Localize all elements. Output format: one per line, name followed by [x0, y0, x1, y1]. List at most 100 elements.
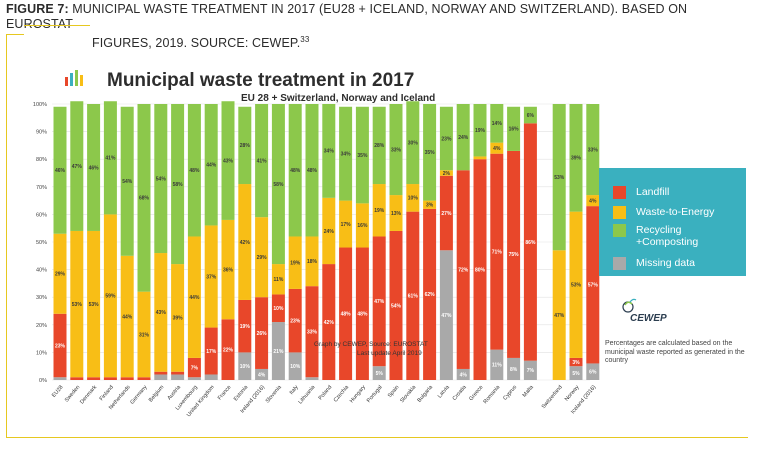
- legend-label-landfill: Landfill: [636, 186, 670, 198]
- footnote-ref: 33: [300, 35, 310, 44]
- y-tick-label: 70%: [36, 185, 47, 191]
- data-label-landfill: 26%: [257, 331, 268, 337]
- data-label-landfill: 27%: [441, 211, 452, 217]
- data-label-missing: 4%: [258, 372, 266, 378]
- data-label-wte: 44%: [189, 295, 200, 301]
- x-tick-label: Finland: [99, 384, 115, 402]
- bar-segment-missing: [187, 377, 201, 380]
- bar-segment-recycling: [87, 104, 101, 231]
- data-label-recycling: 23%: [441, 136, 452, 142]
- data-label-recycling: 41%: [257, 158, 268, 164]
- bar-segment-landfill: [389, 230, 403, 380]
- data-label-wte: 4%: [589, 198, 597, 204]
- data-label-wte: 11%: [274, 277, 284, 283]
- legend-item-wte: Waste-to-Energy: [613, 206, 714, 220]
- data-label-wte: 37%: [206, 274, 217, 280]
- data-label-landfill: 42%: [324, 320, 335, 326]
- x-tick-label: Portugal: [366, 384, 384, 404]
- logo-text: CEWEP: [630, 313, 667, 324]
- legend-swatch-landfill: [613, 186, 626, 199]
- bar-segment-landfill: [439, 175, 453, 251]
- bar-segment-wte: [355, 203, 369, 248]
- data-label-recycling: 30%: [408, 140, 419, 146]
- bar-segment-missing: [490, 349, 504, 380]
- y-tick-label: 90%: [36, 130, 47, 136]
- data-label-wte: 31%: [139, 332, 150, 338]
- bar-segment-recycling: [569, 104, 583, 212]
- bar-segment-landfill: [569, 357, 583, 367]
- data-label-missing: 4%: [460, 372, 468, 378]
- bar-segment-landfill: [87, 377, 101, 380]
- x-tick-label: Slovenia: [265, 384, 284, 405]
- data-label-wte: 4%: [493, 146, 501, 152]
- bar-segment-missing: [288, 352, 302, 380]
- frame-left-line: [6, 34, 7, 438]
- y-tick-label: 80%: [36, 157, 47, 163]
- data-label-recycling: 16%: [509, 127, 520, 133]
- x-tick-label: Malta: [522, 384, 536, 399]
- data-label-recycling: 47%: [72, 164, 83, 170]
- bar-segment-wte: [255, 217, 269, 298]
- y-tick-label: 100%: [33, 102, 47, 108]
- legend-item-recycling: Recycling +Composting: [613, 224, 698, 252]
- legend-item-missing: Missing data: [613, 257, 695, 271]
- bar-segment-landfill: [204, 327, 218, 375]
- bar-segment-wte: [120, 255, 134, 378]
- bar-segment-missing: [53, 377, 67, 380]
- data-label-recycling: 33%: [391, 147, 402, 153]
- data-label-wte: 29%: [257, 255, 268, 261]
- bar-segment-recycling: [552, 104, 566, 251]
- bar-segment-landfill: [238, 299, 252, 353]
- bar-segment-missing: [507, 357, 521, 380]
- bar-segment-missing: [305, 377, 319, 380]
- bar-segment-landfill: [103, 377, 117, 380]
- bar-segment-landfill: [423, 208, 437, 380]
- bar-segment-recycling: [423, 104, 437, 201]
- bar-segment-recycling: [70, 101, 84, 231]
- annotation-line1: Graph by CEWEP, Source: EUROSTAT: [314, 341, 428, 348]
- bar-segment-landfill: [473, 159, 487, 380]
- bar-segment-landfill: [490, 153, 504, 350]
- bar-segment-recycling: [120, 106, 134, 256]
- data-label-wte: 42%: [240, 240, 251, 246]
- bar-segment-recycling: [523, 106, 537, 124]
- bar-segment-wte: [406, 184, 420, 212]
- data-label-landfill: 17%: [206, 349, 217, 355]
- data-label-wte: 53%: [72, 302, 83, 308]
- data-label-landfill: 22%: [223, 347, 234, 353]
- x-tick-label: France: [217, 384, 233, 401]
- data-label-wte: 59%: [105, 294, 116, 300]
- data-label-missing: 10%: [240, 364, 251, 370]
- x-tick-label: Spain: [387, 384, 401, 399]
- data-label-wte: 17%: [341, 222, 352, 228]
- bar-segment-recycling: [288, 104, 302, 237]
- data-label-wte: 10%: [408, 196, 419, 202]
- data-label-recycling: 33%: [588, 147, 599, 153]
- x-tick-label: Germany: [129, 384, 148, 405]
- figure-label: FIGURE 7:: [6, 2, 69, 16]
- data-label-wte: 24%: [324, 229, 335, 235]
- bar-segment-landfill: [187, 357, 201, 378]
- data-label-recycling: 34%: [324, 149, 335, 155]
- data-label-missing: 47%: [441, 313, 452, 319]
- bar-segment-recycling: [154, 104, 168, 254]
- bar-segment-landfill: [507, 150, 521, 358]
- data-label-recycling: 34%: [341, 151, 352, 157]
- bar-segment-wte: [103, 214, 117, 378]
- bar-segment-landfill: [255, 297, 269, 369]
- data-label-missing: 6%: [589, 370, 597, 376]
- legend-label-recycling-1: Recycling: [636, 224, 682, 236]
- chart-title: Municipal waste treatment in 2017: [107, 70, 414, 91]
- bar-segment-missing: [255, 368, 269, 380]
- bar-segment-landfill: [120, 377, 134, 380]
- x-tick-label: Denmark: [79, 384, 98, 405]
- data-label-landfill: 48%: [357, 312, 368, 318]
- data-label-wte: 16%: [357, 223, 368, 229]
- x-tick-label: Poland: [318, 384, 334, 401]
- bar-segment-landfill: [586, 206, 600, 364]
- bar-segment-wte: [490, 142, 504, 154]
- bar-segment-recycling: [490, 104, 504, 143]
- data-label-recycling: 48%: [290, 168, 301, 174]
